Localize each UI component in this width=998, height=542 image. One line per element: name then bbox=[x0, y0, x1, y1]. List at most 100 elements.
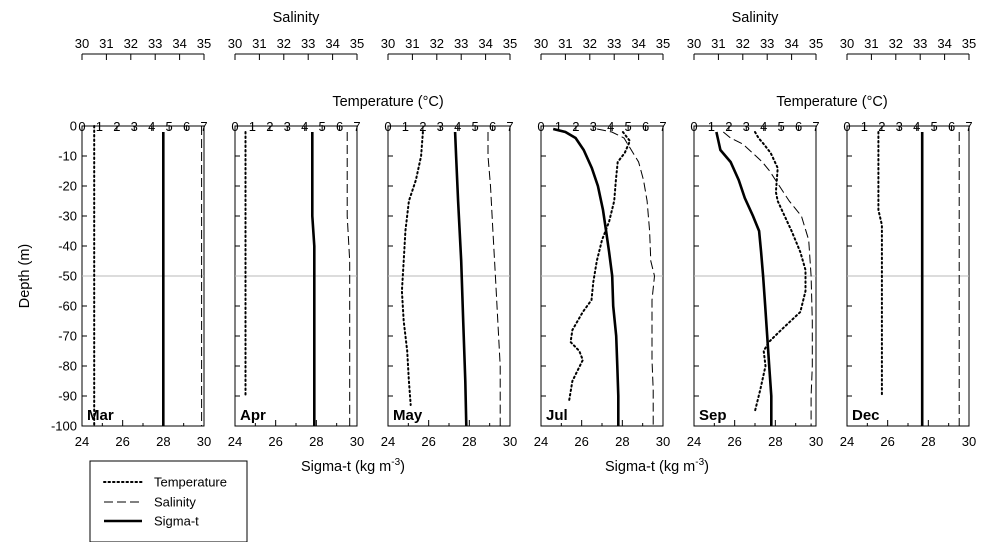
salinity-tick-label: 31 bbox=[711, 36, 725, 51]
salinity-tick-label: 35 bbox=[197, 36, 211, 51]
sigma-t-tick-label: 30 bbox=[197, 434, 211, 449]
sigma-t-tick-label: 24 bbox=[840, 434, 854, 449]
salinity-tick-label: 30 bbox=[228, 36, 242, 51]
salinity-axis-title: Salinity bbox=[273, 10, 320, 26]
depth-tick-label: -20 bbox=[58, 179, 77, 194]
depth-tick-label: -50 bbox=[58, 269, 77, 284]
sigma-t-tick-label: 26 bbox=[268, 434, 282, 449]
depth-tick-label: -70 bbox=[58, 329, 77, 344]
salinity-tick-label: 33 bbox=[148, 36, 162, 51]
salinity-profile bbox=[596, 128, 656, 426]
legend-label-sigma-t: Sigma-t bbox=[154, 514, 199, 529]
salinity-tick-label: 35 bbox=[962, 36, 976, 51]
legend-label-temperature: Temperature bbox=[154, 475, 227, 490]
salinity-tick-label: 34 bbox=[478, 36, 492, 51]
temperature-profile bbox=[877, 131, 883, 397]
sigma-t-tick-label: 24 bbox=[75, 434, 89, 449]
salinity-tick-label: 33 bbox=[301, 36, 315, 51]
temperature-profile bbox=[400, 131, 424, 406]
temperature-profile bbox=[567, 131, 632, 403]
sigma-t-tick-label: 24 bbox=[687, 434, 701, 449]
salinity-tick-label: 35 bbox=[809, 36, 823, 51]
depth-tick-label: -100 bbox=[51, 419, 77, 434]
sigma-t-axis-title: Sigma-t (kg m-3) bbox=[605, 457, 709, 475]
month-label: Jul bbox=[546, 407, 568, 424]
salinity-tick-label: 34 bbox=[325, 36, 339, 51]
temperature-axis-title: Temperature (°C) bbox=[776, 94, 887, 110]
month-label: Dec bbox=[852, 407, 880, 424]
salinity-axis-title: Salinity bbox=[732, 10, 779, 26]
salinity-tick-label: 30 bbox=[381, 36, 395, 51]
legend-label-salinity: Salinity bbox=[154, 495, 196, 510]
salinity-tick-label: 32 bbox=[277, 36, 291, 51]
salinity-tick-label: 31 bbox=[558, 36, 572, 51]
sigma-t-tick-label: 26 bbox=[727, 434, 741, 449]
sigma-t-tick-label: 28 bbox=[921, 434, 935, 449]
depth-tick-label: -10 bbox=[58, 149, 77, 164]
sigma-t-tick-label: 28 bbox=[462, 434, 476, 449]
salinity-tick-label: 30 bbox=[840, 36, 854, 51]
salinity-tick-label: 32 bbox=[889, 36, 903, 51]
salinity-profile bbox=[722, 131, 813, 426]
salinity-tick-label: 31 bbox=[864, 36, 878, 51]
salinity-tick-label: 30 bbox=[687, 36, 701, 51]
salinity-tick-label: 31 bbox=[405, 36, 419, 51]
sigma-t-tick-label: 28 bbox=[615, 434, 629, 449]
sigma-t-tick-label: 26 bbox=[574, 434, 588, 449]
depth-tick-label: -60 bbox=[58, 299, 77, 314]
salinity-tick-label: 31 bbox=[99, 36, 113, 51]
salinity-tick-label: 32 bbox=[583, 36, 597, 51]
depth-tick-label: -80 bbox=[58, 359, 77, 374]
sigma-t-tick-label: 24 bbox=[534, 434, 548, 449]
sigma-t-tick-label: 24 bbox=[381, 434, 395, 449]
salinity-tick-label: 30 bbox=[75, 36, 89, 51]
depth-tick-label: 0 bbox=[70, 119, 77, 134]
sigma-t-tick-label: 30 bbox=[350, 434, 364, 449]
temperature-profile bbox=[754, 131, 807, 412]
sigma-t-tick-label: 30 bbox=[503, 434, 517, 449]
temperature-axis-title: Temperature (°C) bbox=[332, 94, 443, 110]
depth-tick-label: -40 bbox=[58, 239, 77, 254]
month-label: May bbox=[393, 407, 423, 424]
salinity-tick-label: 34 bbox=[784, 36, 798, 51]
salinity-profile bbox=[346, 132, 351, 426]
legend-box bbox=[89, 460, 248, 542]
depth-tick-label: -90 bbox=[58, 389, 77, 404]
sigma-t-profile bbox=[552, 127, 620, 426]
salinity-tick-label: 33 bbox=[454, 36, 468, 51]
salinity-tick-label: 33 bbox=[607, 36, 621, 51]
salinity-tick-label: 33 bbox=[913, 36, 927, 51]
sigma-t-tick-label: 28 bbox=[156, 434, 170, 449]
salinity-tick-label: 32 bbox=[124, 36, 138, 51]
month-label: Mar bbox=[87, 407, 114, 424]
sigma-t-profile bbox=[310, 132, 316, 426]
sigma-t-tick-label: 30 bbox=[656, 434, 670, 449]
sigma-t-tick-label: 26 bbox=[115, 434, 129, 449]
salinity-tick-label: 31 bbox=[252, 36, 266, 51]
sigma-t-profile bbox=[453, 131, 468, 427]
sigma-t-tick-label: 30 bbox=[809, 434, 823, 449]
month-label: Sep bbox=[699, 407, 727, 424]
month-label: Apr bbox=[240, 407, 266, 424]
sigma-t-profile bbox=[715, 131, 773, 426]
sigma-t-tick-label: 24 bbox=[228, 434, 242, 449]
salinity-tick-label: 34 bbox=[172, 36, 186, 51]
sigma-t-tick-label: 30 bbox=[962, 434, 976, 449]
salinity-tick-label: 30 bbox=[534, 36, 548, 51]
salinity-tick-label: 35 bbox=[350, 36, 364, 51]
depth-tick-label: -30 bbox=[58, 209, 77, 224]
salinity-tick-label: 35 bbox=[656, 36, 670, 51]
salinity-tick-label: 33 bbox=[760, 36, 774, 51]
salinity-tick-label: 35 bbox=[503, 36, 517, 51]
salinity-tick-label: 32 bbox=[736, 36, 750, 51]
salinity-tick-label: 32 bbox=[430, 36, 444, 51]
sigma-t-tick-label: 26 bbox=[880, 434, 894, 449]
salinity-profile bbox=[487, 132, 501, 426]
sigma-t-tick-label: 26 bbox=[421, 434, 435, 449]
sigma-t-tick-label: 28 bbox=[768, 434, 782, 449]
salinity-tick-label: 34 bbox=[937, 36, 951, 51]
sigma-t-axis-title: Sigma-t (kg m-3) bbox=[301, 457, 405, 475]
sigma-t-tick-label: 28 bbox=[309, 434, 323, 449]
salinity-tick-label: 34 bbox=[631, 36, 645, 51]
